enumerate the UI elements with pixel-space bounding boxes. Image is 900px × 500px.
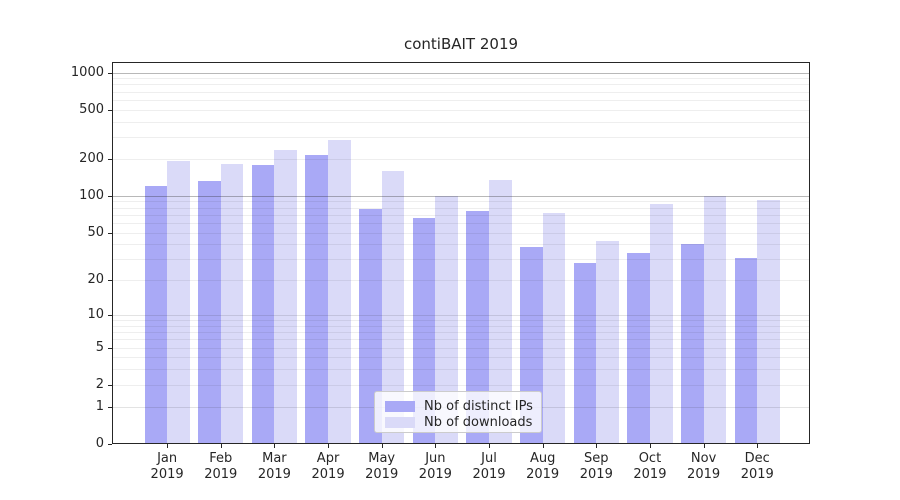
gridline-400 (112, 121, 810, 123)
bar-distinct-ips-oct (627, 252, 650, 444)
y-tick-label-20: 20 (87, 272, 104, 288)
gridline-600 (112, 99, 810, 101)
bar-downloads-aug (542, 213, 566, 444)
plot-area: Nb of distinct IPs Nb of downloads (112, 62, 810, 444)
y-tick-mark (108, 158, 112, 160)
gridline-300 (112, 137, 810, 139)
x-tick-label-mar: Mar 2019 (257, 451, 291, 482)
x-tick-mark (596, 444, 598, 448)
y-tick-mark (108, 347, 112, 349)
x-tick-mark (381, 444, 383, 448)
bar-distinct-ips-sep (573, 262, 597, 444)
bar-distinct-ips-dec (734, 257, 758, 444)
y-tick-mark (108, 384, 112, 386)
bar-distinct-ips-jan (144, 185, 168, 444)
y-tick-label-1000: 1000 (70, 64, 104, 80)
x-tick-mark (435, 444, 437, 448)
legend: Nb of distinct IPs Nb of downloads (374, 391, 542, 433)
x-tick-label-aug: Aug 2019 (526, 451, 560, 482)
y-tick-mark (108, 406, 112, 408)
y-tick-mark (108, 280, 112, 282)
legend-swatch-distinct-ips (385, 400, 415, 412)
y-tick-label-2: 2 (95, 376, 104, 392)
x-tick-mark (220, 444, 222, 448)
y-tick-label-500: 500 (79, 101, 104, 117)
x-tick-mark (703, 444, 705, 448)
bar-downloads-nov (703, 195, 727, 444)
x-tick-label-apr: Apr 2019 (311, 451, 345, 482)
y-tick-label-200: 200 (79, 150, 104, 166)
bar-downloads-jun (435, 195, 458, 444)
x-tick-label-jul: Jul 2019 (472, 451, 506, 482)
bar-distinct-ips-jun (412, 217, 436, 444)
legend-label-downloads: Nb of downloads (424, 414, 533, 430)
y-tick-mark (108, 109, 112, 111)
y-tick-label-50: 50 (87, 224, 104, 240)
bar-downloads-may (381, 171, 405, 444)
y-tick-mark (108, 315, 112, 317)
gridline-800 (112, 84, 810, 86)
y-tick-label-10: 10 (87, 307, 104, 323)
x-tick-label-oct: Oct 2019 (633, 451, 667, 482)
x-tick-mark (649, 444, 651, 448)
gridline-1000 (112, 72, 810, 74)
bar-distinct-ips-may (359, 209, 382, 444)
x-tick-mark (542, 444, 544, 448)
y-tick-mark (108, 232, 112, 234)
y-tick-mark (108, 195, 112, 197)
y-tick-label-100: 100 (79, 187, 104, 203)
x-tick-mark (328, 444, 330, 448)
x-tick-mark (757, 444, 759, 448)
x-tick-label-sep: Sep 2019 (579, 451, 613, 482)
y-tick-label-5: 5 (95, 339, 104, 355)
y-tick-label-1: 1 (95, 398, 104, 414)
bar-distinct-ips-apr (305, 155, 329, 444)
legend-row-distinct-ips: Nb of distinct IPs (385, 398, 533, 414)
gridline-200 (112, 158, 810, 160)
bar-downloads-jan (167, 161, 190, 444)
legend-row-downloads: Nb of downloads (385, 414, 533, 430)
chart-title: contiBAIT 2019 (403, 35, 519, 53)
y-tick-mark (108, 72, 112, 74)
x-tick-mark (489, 444, 490, 448)
bar-distinct-ips-jul (466, 211, 489, 444)
gridline-500 (112, 109, 810, 111)
y-tick-mark (108, 444, 112, 445)
x-tick-mark (167, 444, 169, 448)
bar-downloads-feb (220, 163, 244, 444)
legend-swatch-downloads (385, 416, 415, 428)
bar-distinct-ips-nov (681, 244, 704, 444)
gridline-900 (112, 78, 810, 80)
bar-downloads-dec (757, 200, 780, 444)
bar-downloads-jul (489, 179, 512, 444)
bar-downloads-sep (596, 240, 619, 444)
gridline-700 (112, 91, 810, 93)
bar-distinct-ips-feb (198, 180, 221, 444)
x-tick-mark (274, 444, 276, 448)
x-tick-label-jun: Jun 2019 (418, 451, 452, 482)
bar-downloads-apr (328, 140, 351, 444)
bar-downloads-mar (274, 149, 297, 444)
x-tick-label-feb: Feb 2019 (204, 451, 238, 482)
x-tick-label-jan: Jan 2019 (150, 451, 184, 482)
x-tick-label-nov: Nov 2019 (687, 451, 721, 482)
y-tick-label-0: 0 (95, 436, 104, 451)
bar-downloads-oct (649, 203, 673, 444)
x-tick-label-dec: Dec 2019 (740, 451, 774, 482)
legend-label-distinct-ips: Nb of distinct IPs (424, 398, 533, 414)
x-tick-label-may: May 2019 (365, 451, 399, 482)
bar-distinct-ips-mar (251, 165, 275, 444)
